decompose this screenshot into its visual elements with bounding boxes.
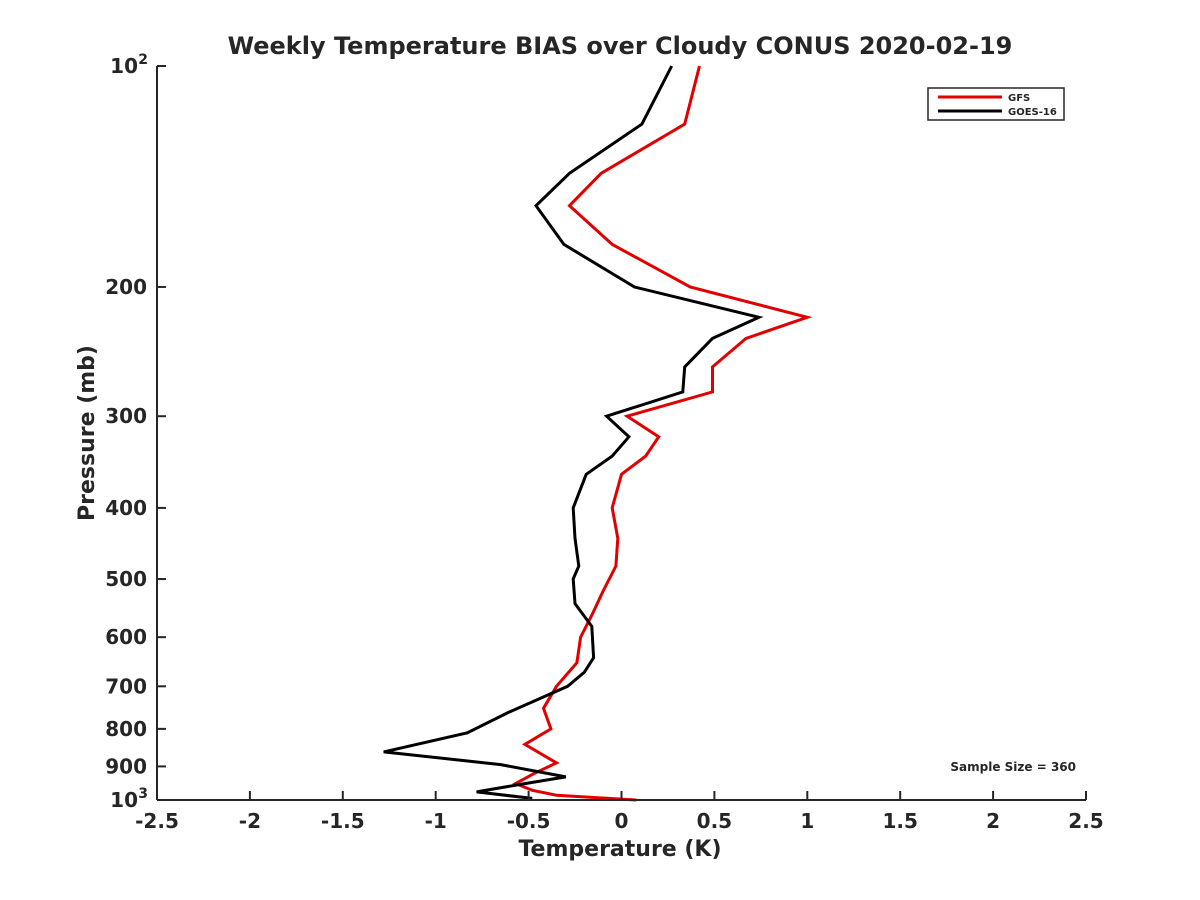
- series-line-gfs: [512, 65, 813, 802]
- x-tick-label: 1.5: [882, 809, 917, 833]
- axes-layer: -2.5 -2 -1.5 -1 -0.5 0 0.5 1 1.5 2 2.510 2200300400…: [105, 52, 1103, 833]
- legend-box: [927, 87, 1065, 121]
- legend-label: GOES-16: [1008, 107, 1057, 118]
- y-tick-label: 300: [105, 404, 147, 428]
- y-tick-exponent: 3: [138, 786, 148, 802]
- legend-label: GFS: [1008, 93, 1030, 104]
- legend: GFS GOES-16: [927, 87, 1065, 121]
- y-tick-label: 400: [105, 496, 147, 520]
- x-tick-label: 1: [800, 809, 814, 833]
- y-tick-label: 10: [110, 54, 138, 78]
- x-tick-label: -2.5: [135, 809, 179, 833]
- x-axis-label: Temperature (K): [518, 837, 721, 862]
- chart-title: Weekly Temperature BIAS over Cloudy CONU…: [228, 32, 1013, 60]
- x-tick-label: 2: [986, 809, 1000, 833]
- y-tick-label: 600: [105, 625, 147, 649]
- x-tick-label: -0.5: [507, 809, 551, 833]
- x-tick-label: -2: [239, 809, 261, 833]
- y-tick-label: 500: [105, 567, 147, 591]
- x-tick-label: 2.5: [1068, 809, 1103, 833]
- x-tick-label: 0: [615, 809, 629, 833]
- series-layer: [383, 65, 813, 802]
- series-line-goes-16: [383, 65, 764, 800]
- x-tick-label: 0.5: [697, 809, 732, 833]
- y-axis-label: Pressure (mb): [75, 345, 100, 521]
- y-tick-exponent: 2: [138, 52, 148, 68]
- sample-size-annotation: Sample Size = 360: [950, 760, 1076, 774]
- y-tick-label: 700: [105, 674, 147, 698]
- y-tick-label: 10: [110, 788, 138, 812]
- x-tick-label: -1.5: [321, 809, 365, 833]
- x-tick-label: -1: [425, 809, 447, 833]
- y-tick-label: 200: [105, 275, 147, 299]
- y-tick-label: 900: [105, 754, 147, 778]
- y-tick-label: 800: [105, 717, 147, 741]
